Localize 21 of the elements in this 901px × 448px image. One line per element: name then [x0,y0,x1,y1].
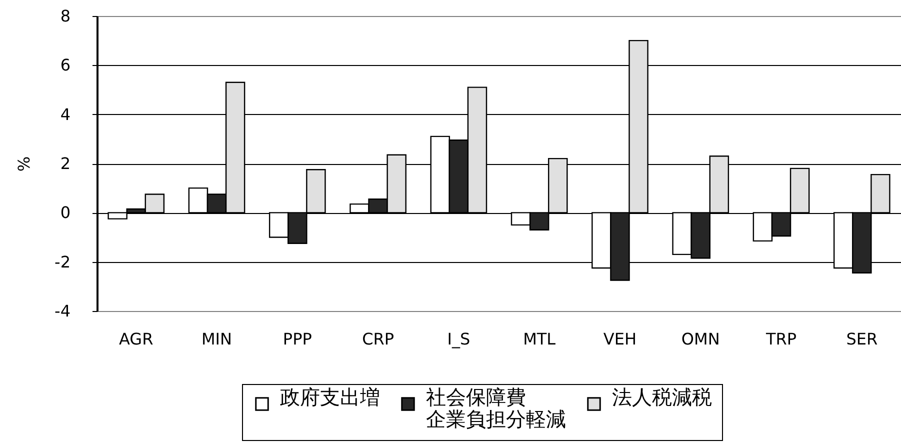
y-axis-title: % [14,156,34,172]
legend-label: 政府支出増 [280,385,380,409]
x-tick-label: AGR [119,330,154,348]
y-tick-label: 6 [60,56,70,75]
x-tick-label: TRP [764,330,797,348]
x-tick-label: MTL [523,330,556,348]
x-tick-label: MIN [202,330,232,348]
x-tick-label: VEH [603,330,637,348]
y-tick-label: 4 [60,104,70,124]
y-tick-label: 8 [60,6,70,26]
x-tick-label: I_S [447,330,470,348]
x-tick-label: SER [846,330,878,348]
y-tick-label: 2 [60,154,70,173]
x-tick-label: CRP [362,330,394,348]
y-tick-label: 0 [60,203,70,222]
legend-label: 法人税減税 [612,385,712,409]
y-tick-label: -4 [54,302,70,320]
y-tick-label: -2 [54,252,70,272]
x-tick-label: OMN [681,330,720,348]
legend-label: 社会保障費企業負担分軽減 [426,385,566,431]
x-tick-label: PPP [282,330,312,348]
